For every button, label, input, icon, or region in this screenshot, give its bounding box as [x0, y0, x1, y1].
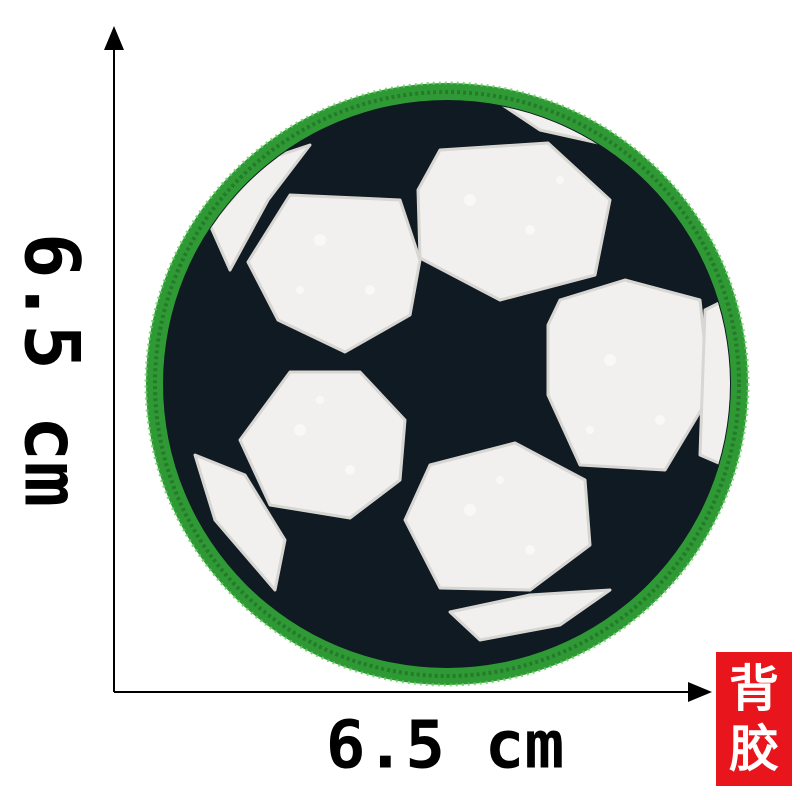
adhesive-back-badge: 背 胶 [716, 652, 792, 786]
ball-white-panel [698, 293, 730, 472]
ball-white-panel [193, 453, 287, 592]
ball-white-panel [246, 193, 422, 354]
ball-white-panel [403, 441, 592, 592]
width-dimension-label: 6.5 cm [325, 706, 565, 784]
badge-text-line1: 背 [729, 660, 779, 718]
height-dimension-label: 6.5 cm [7, 232, 97, 508]
ball-white-panel [238, 370, 407, 520]
badge-text-line2: 胶 [729, 720, 779, 778]
ball-white-panel [546, 278, 712, 472]
ball-white-panel [448, 588, 612, 642]
